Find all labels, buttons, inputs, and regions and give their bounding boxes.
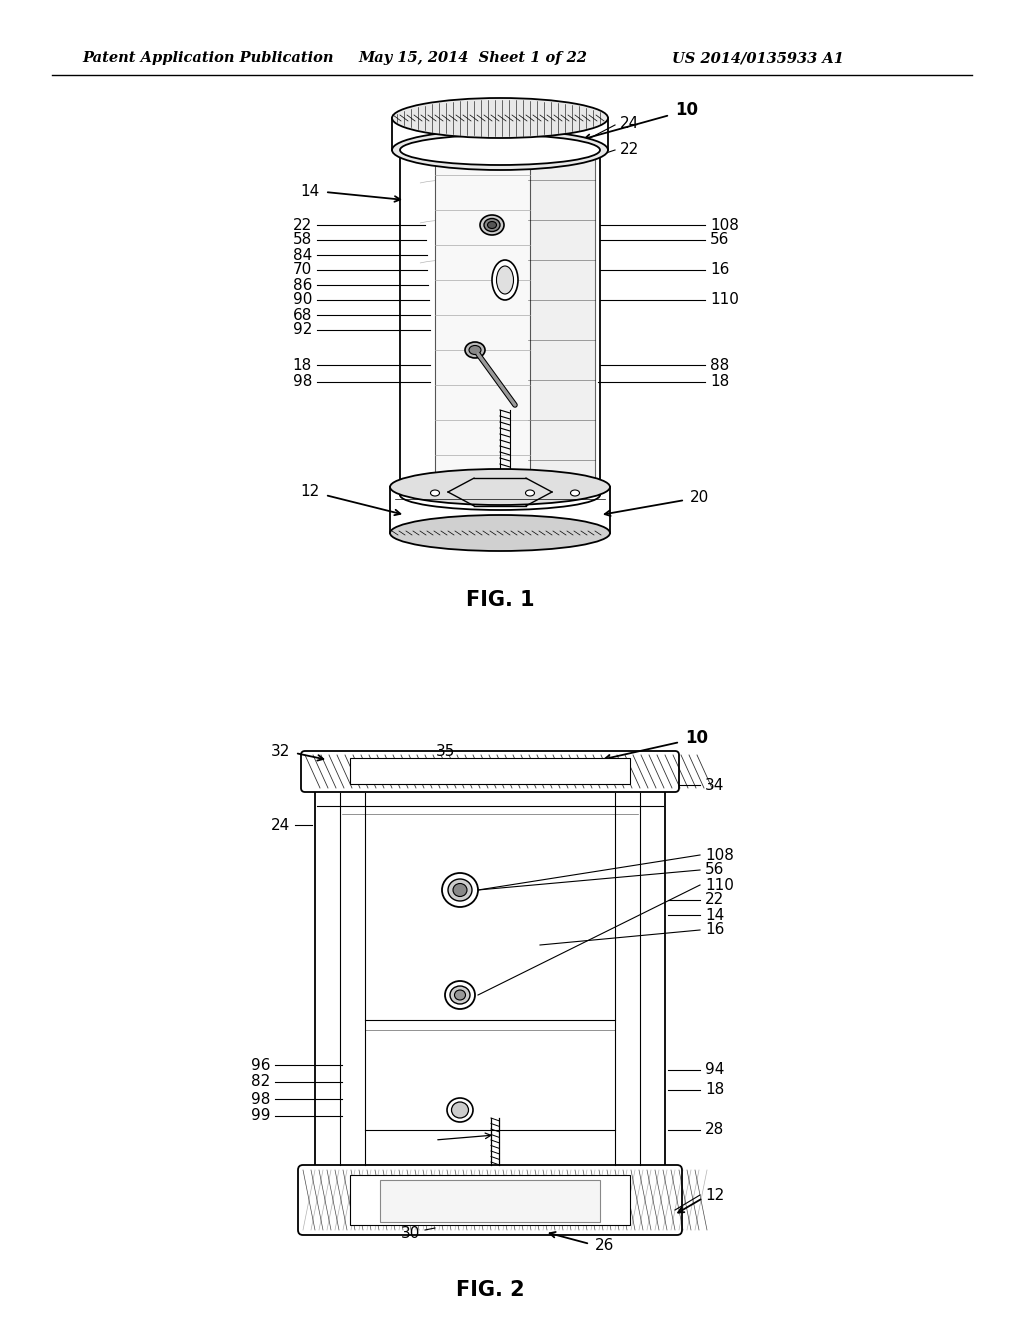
- Ellipse shape: [492, 260, 518, 300]
- Text: 35: 35: [435, 743, 455, 759]
- Text: 12: 12: [301, 484, 319, 499]
- Text: 98: 98: [293, 375, 312, 389]
- Ellipse shape: [455, 990, 466, 1001]
- Text: 10: 10: [675, 102, 698, 119]
- Ellipse shape: [392, 129, 608, 170]
- Ellipse shape: [469, 346, 481, 355]
- Ellipse shape: [453, 883, 467, 896]
- Text: 58: 58: [293, 232, 312, 248]
- Text: 16: 16: [705, 923, 724, 937]
- Text: 110: 110: [705, 878, 734, 892]
- Text: Patent Application Publication: Patent Application Publication: [82, 51, 334, 65]
- Text: 90: 90: [293, 293, 312, 308]
- Ellipse shape: [400, 480, 600, 510]
- Ellipse shape: [392, 98, 608, 139]
- Ellipse shape: [430, 490, 439, 496]
- Bar: [315, 788, 665, 1170]
- Text: 18: 18: [710, 375, 729, 389]
- Bar: [350, 758, 630, 784]
- Text: 18: 18: [293, 358, 312, 372]
- Text: 92: 92: [293, 322, 312, 338]
- Text: 86: 86: [293, 277, 312, 293]
- Text: US 2014/0135933 A1: US 2014/0135933 A1: [672, 51, 844, 65]
- Text: 30: 30: [400, 1225, 420, 1241]
- Bar: [528, 154, 595, 490]
- Text: 18: 18: [705, 1082, 724, 1097]
- Text: 82: 82: [251, 1074, 270, 1089]
- Text: 99: 99: [251, 1109, 270, 1123]
- Ellipse shape: [480, 215, 504, 235]
- Text: 28: 28: [705, 1122, 724, 1138]
- Text: 22: 22: [620, 143, 639, 157]
- Text: 34: 34: [705, 777, 724, 792]
- Text: 26: 26: [595, 1238, 614, 1254]
- Text: 94: 94: [705, 1063, 724, 1077]
- Text: 108: 108: [705, 847, 734, 862]
- Ellipse shape: [452, 1102, 469, 1118]
- Ellipse shape: [447, 1098, 473, 1122]
- Text: 14: 14: [301, 185, 319, 199]
- Text: 56: 56: [705, 862, 724, 878]
- Ellipse shape: [487, 222, 497, 228]
- Ellipse shape: [570, 490, 580, 496]
- Text: 14: 14: [705, 908, 724, 923]
- Text: 12: 12: [705, 1188, 724, 1203]
- Ellipse shape: [525, 490, 535, 496]
- Bar: [350, 1175, 630, 1225]
- Text: 22: 22: [705, 892, 724, 908]
- Text: 96: 96: [251, 1057, 270, 1072]
- Text: 110: 110: [710, 293, 739, 308]
- Text: 98: 98: [251, 1092, 270, 1106]
- Ellipse shape: [465, 342, 485, 358]
- Text: 24: 24: [620, 116, 639, 132]
- Text: 22: 22: [293, 218, 312, 232]
- FancyBboxPatch shape: [301, 751, 679, 792]
- Ellipse shape: [442, 873, 478, 907]
- Ellipse shape: [450, 986, 470, 1005]
- Ellipse shape: [449, 879, 472, 902]
- Text: 16: 16: [710, 263, 729, 277]
- Text: 20: 20: [690, 490, 710, 504]
- Text: 56: 56: [710, 232, 729, 248]
- Ellipse shape: [400, 135, 600, 165]
- Text: FIG. 1: FIG. 1: [466, 590, 535, 610]
- Text: 32: 32: [270, 744, 290, 759]
- Ellipse shape: [484, 219, 500, 231]
- Ellipse shape: [390, 515, 610, 550]
- Text: FIG. 2: FIG. 2: [456, 1280, 524, 1300]
- Text: 70: 70: [293, 263, 312, 277]
- Text: 108: 108: [710, 218, 739, 232]
- Text: 84: 84: [293, 248, 312, 263]
- FancyBboxPatch shape: [298, 1166, 682, 1236]
- Bar: [380, 1180, 600, 1222]
- Text: May 15, 2014  Sheet 1 of 22: May 15, 2014 Sheet 1 of 22: [358, 51, 587, 65]
- Ellipse shape: [390, 469, 610, 506]
- Text: 24: 24: [270, 817, 290, 833]
- Bar: [435, 154, 530, 490]
- Ellipse shape: [497, 267, 513, 294]
- Text: 68: 68: [293, 308, 312, 322]
- Ellipse shape: [445, 981, 475, 1008]
- Text: 88: 88: [710, 358, 729, 372]
- Text: 10: 10: [685, 729, 708, 747]
